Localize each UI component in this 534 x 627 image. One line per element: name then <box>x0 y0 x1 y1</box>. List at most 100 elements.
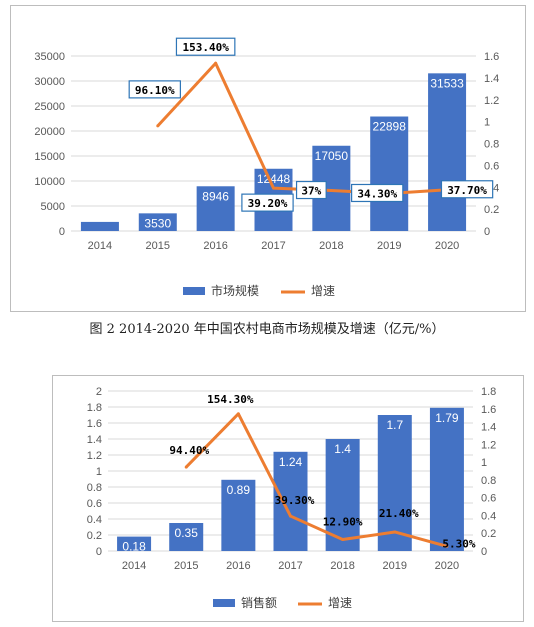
sales-y-right-tick-label: 1.4 <box>481 422 496 434</box>
market-growth-point-2018 <box>329 189 333 193</box>
sales-y-right-tick-label: 1.6 <box>481 404 496 416</box>
sales-y-left-tick-label: 1.6 <box>87 418 102 430</box>
market-bar-value-label: 8946 <box>202 189 229 203</box>
sales-legend-line-label: 增速 <box>328 596 352 610</box>
market-y-left-tick-label: 25000 <box>34 101 65 113</box>
market-x-tick-label: 2015 <box>146 240 170 252</box>
sales-x-tick-label: 2015 <box>174 560 198 572</box>
market-growth-label-box <box>128 80 181 99</box>
market-bar-2020 <box>428 73 467 232</box>
sales-y-left-tick-label: 0 <box>96 546 102 558</box>
sales-y-left-tick-label: 1.2 <box>87 450 102 462</box>
sales-growth-point-2016 <box>236 412 240 416</box>
sales-y-left-tick-label: 1 <box>96 466 102 478</box>
sales-legend-bar-swatch <box>213 599 235 607</box>
market-legend-bar-label: 市场规模 <box>211 283 259 298</box>
market-y-left-tick-label: 20000 <box>34 126 65 138</box>
market-bar-value-label: 3530 <box>144 216 171 230</box>
sales-growth-value-label: 5.30% <box>442 537 475 550</box>
market-bar-2016 <box>196 186 235 231</box>
sales-growth-point-2019 <box>393 530 397 534</box>
market-growth-point-2017 <box>272 186 275 190</box>
market-y-right-tick-label: 1.2 <box>484 95 499 107</box>
sales-bar-2014 <box>117 536 152 551</box>
sales-bar-2015 <box>169 523 204 551</box>
sales-bar-value-label: 1.7 <box>386 418 403 432</box>
market-x-tick-label: 2017 <box>261 240 285 252</box>
market-x-tick-label: 2020 <box>435 240 459 252</box>
market-bar-2019 <box>370 116 409 231</box>
market-growth-value-label: 37% <box>301 185 321 198</box>
sales-x-tick-label: 2019 <box>383 560 407 572</box>
market-growth-point-2016 <box>214 61 218 65</box>
sales-y-left-tick-label: 0.2 <box>87 530 102 542</box>
sales-growth-point-2020 <box>445 544 449 548</box>
sales-x-tick-label: 2016 <box>226 560 250 572</box>
market-y-left-tick-label: 10000 <box>34 176 65 188</box>
market-y-right-tick-label: 1 <box>484 117 490 129</box>
sales-x-tick-label: 2014 <box>122 560 146 572</box>
sales-y-right-tick-label: 0.6 <box>481 493 496 505</box>
sales-y-right-tick-label: 0.4 <box>481 510 496 522</box>
figure-caption: 图 2 2014-2020 年中国农村电商市场规模及增速（亿元/%） <box>89 322 445 337</box>
market-y-right-tick-label: 0.8 <box>484 139 499 151</box>
market-y-left-tick-label: 15000 <box>34 151 65 163</box>
market-growth-label-box <box>175 37 236 56</box>
sales-y-left-tick-label: 0.4 <box>87 514 102 526</box>
sales-growth-point-2017 <box>289 514 292 518</box>
market-growth-value-label: 34.30% <box>357 187 397 200</box>
market-y-left-tick-label: 30000 <box>34 76 65 88</box>
market-growth-label-box <box>241 193 294 212</box>
sales-x-tick-label: 2017 <box>278 560 302 572</box>
sales-y-right-tick-label: 0 <box>481 546 487 558</box>
market-bar-2015 <box>138 213 177 231</box>
market-x-tick-label: 2018 <box>319 240 343 252</box>
chart-panel-market-scale: 0 5000 10000 15000 20000 25000 30000 35000 0 0.2 0… <box>10 5 526 312</box>
sales-bar-value-label: 0.89 <box>227 483 251 497</box>
sales-y-right-tick-label: 1.2 <box>481 439 496 451</box>
market-y-right-tick-label: 0 <box>484 226 490 238</box>
market-growth-value-label: 37.70% <box>447 184 487 197</box>
sales-growth-value-label: 21.40% <box>379 507 419 520</box>
sales-bar-2019 <box>377 415 412 551</box>
market-bar-2014 <box>80 221 119 231</box>
market-growth-point-2015 <box>156 124 160 128</box>
sales-growth-value-label: 154.30% <box>207 393 254 406</box>
market-legend-line-label: 增速 <box>311 284 335 298</box>
sales-y-left-tick-label: 0.8 <box>87 482 102 494</box>
market-bar-value-label: 12448 <box>257 172 291 186</box>
sales-bar-value-label: 1.24 <box>279 455 303 469</box>
market-bar-value-label: 17050 <box>315 149 349 163</box>
sales-growth-point-2015 <box>184 465 188 469</box>
market-growth-value-label: 153.40% <box>182 41 229 54</box>
sales-bar-value-label: 0.18 <box>122 540 146 554</box>
sales-chart: 0 0.2 0.4 0.6 0.8 1 1.2 1.4 1.6 1.8 2 0 0.2 0.4 0.6 0.8… <box>87 386 497 610</box>
market-x-tick-label: 2019 <box>377 240 401 252</box>
sales-y-right-tick-label: 1 <box>481 457 487 469</box>
sales-growth-point-2018 <box>341 538 345 542</box>
market-x-tick-label: 2014 <box>88 240 112 252</box>
sales-bar-2020 <box>429 407 464 551</box>
sales-y-right-tick-label: 1.8 <box>481 386 496 398</box>
sales-y-left-tick-label: 1.4 <box>87 434 102 446</box>
sales-x-tick-label: 2020 <box>435 560 459 572</box>
market-y-right-tick-label: 1.4 <box>484 73 499 85</box>
sales-y-left-tick-label: 0.6 <box>87 498 102 510</box>
market-x-tick-label: 2016 <box>203 240 227 252</box>
sales-x-tick-label: 2018 <box>330 560 354 572</box>
market-scale-chart: 0 5000 10000 15000 20000 25000 30000 35000 0 0.2 0… <box>34 37 499 298</box>
sales-bar-2016 <box>221 479 256 551</box>
market-y-right-tick-label: 0.2 <box>484 204 499 216</box>
market-growth-value-label: 39.20% <box>248 197 288 210</box>
sales-growth-value-label: 12.90% <box>323 516 363 529</box>
market-y-left-tick-label: 5000 <box>41 201 65 213</box>
sales-growth-line <box>185 412 448 548</box>
market-y-right-tick-label: 0.6 <box>484 160 499 172</box>
sales-bar-2017 <box>273 451 308 551</box>
sales-y-left-tick-label: 1.8 <box>87 402 102 414</box>
sales-bar-2018 <box>325 439 360 551</box>
sales-bar-value-label: 1.79 <box>435 411 459 425</box>
market-bar-value-label: 22898 <box>373 120 407 134</box>
sales-bar-value-label: 1.4 <box>334 442 351 456</box>
sales-bar-value-label: 0.35 <box>175 526 199 540</box>
